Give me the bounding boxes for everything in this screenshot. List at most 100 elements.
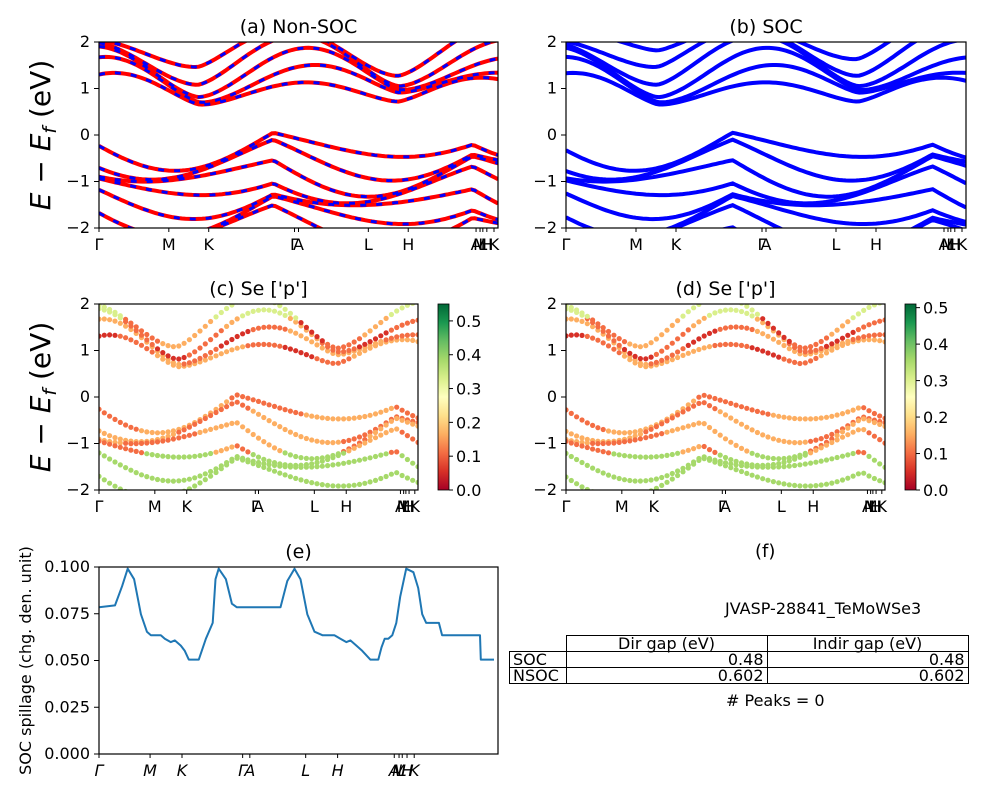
band-point — [261, 414, 267, 421]
y-tick-label: −2 — [66, 480, 90, 499]
colorbar-tick-label: 0.1 — [923, 445, 948, 464]
band-point — [632, 437, 638, 443]
band-point — [579, 484, 585, 490]
band-point — [882, 440, 885, 446]
colorbar — [437, 303, 450, 491]
band-point — [144, 337, 150, 343]
band-point — [261, 400, 267, 406]
band-point — [882, 464, 885, 470]
band-point — [797, 416, 803, 422]
band-point — [367, 412, 373, 418]
band-point — [728, 415, 734, 421]
band-point — [240, 457, 246, 463]
band-lines — [99, 42, 498, 228]
band-point — [277, 424, 283, 430]
band-point — [738, 421, 745, 427]
band-point — [378, 319, 384, 326]
band-point — [101, 332, 107, 338]
band-point — [261, 461, 267, 467]
band-point — [738, 445, 745, 451]
band-point — [579, 443, 585, 449]
band-point — [208, 473, 214, 479]
band-point — [255, 462, 262, 469]
band-point — [760, 476, 766, 482]
band-point — [664, 429, 670, 435]
band-point — [170, 360, 176, 366]
band-point — [861, 334, 867, 340]
band-point — [388, 327, 394, 333]
band-point — [213, 449, 219, 455]
x-tick-label: M — [629, 235, 643, 254]
band-point — [738, 308, 745, 315]
band-point — [664, 479, 670, 485]
band-point — [314, 460, 320, 466]
band-point — [717, 342, 723, 348]
band-point — [298, 455, 304, 461]
band-point — [733, 307, 739, 313]
band-point — [367, 342, 373, 348]
band-point — [728, 341, 734, 347]
colorbar-tick-label: 0.1 — [456, 447, 481, 466]
band-point — [871, 304, 877, 308]
band-point — [170, 344, 176, 350]
band-point — [139, 494, 144, 499]
band-point — [383, 422, 389, 428]
band-point — [813, 459, 819, 465]
band-point — [834, 479, 840, 485]
band-point — [378, 475, 384, 482]
band-point — [293, 464, 299, 470]
band-point — [224, 323, 230, 329]
band-point — [234, 420, 240, 426]
band-point — [664, 452, 670, 458]
band-point — [696, 394, 702, 400]
band-point — [845, 452, 851, 458]
band-point — [584, 321, 590, 327]
band-point — [378, 452, 384, 458]
band-line-soc — [566, 154, 966, 199]
band-point — [410, 337, 416, 343]
band-point — [197, 345, 203, 351]
band-point — [383, 451, 389, 457]
band-point — [165, 454, 171, 460]
band-point — [829, 413, 835, 419]
band-point — [781, 356, 787, 362]
band-point — [802, 439, 808, 445]
band-point — [584, 444, 590, 451]
band-point — [133, 327, 139, 334]
band-point — [293, 409, 299, 416]
band-point — [701, 345, 707, 351]
band-point — [637, 454, 644, 460]
x-tick-label: L — [401, 497, 410, 516]
y-tick-label: 1 — [80, 341, 90, 360]
band-point — [160, 438, 166, 444]
band-point — [855, 335, 862, 341]
band-point — [208, 412, 214, 419]
x-tick-label: M — [148, 497, 162, 516]
band-point — [144, 331, 150, 338]
band-point — [213, 409, 219, 416]
band-point — [595, 468, 601, 474]
x-tick-label: K — [203, 235, 214, 254]
band-point — [712, 328, 718, 334]
band-point — [616, 430, 622, 436]
band-point — [298, 333, 304, 339]
band-point — [314, 414, 320, 420]
band-point — [410, 460, 416, 466]
projected-points — [99, 304, 418, 499]
band-point — [410, 304, 416, 306]
y-tick-label: 0.000 — [44, 744, 90, 763]
axes-frame — [98, 566, 499, 755]
band-point — [845, 332, 851, 338]
band-point — [834, 432, 840, 439]
colorbar-tick-label: 0.0 — [923, 481, 948, 500]
band-point — [415, 423, 418, 429]
band-point — [574, 332, 580, 338]
band-point — [584, 333, 590, 339]
band-point — [834, 327, 840, 333]
band-point — [675, 349, 681, 355]
band-point — [590, 465, 596, 471]
band-point — [776, 339, 782, 345]
band-point — [335, 452, 341, 459]
